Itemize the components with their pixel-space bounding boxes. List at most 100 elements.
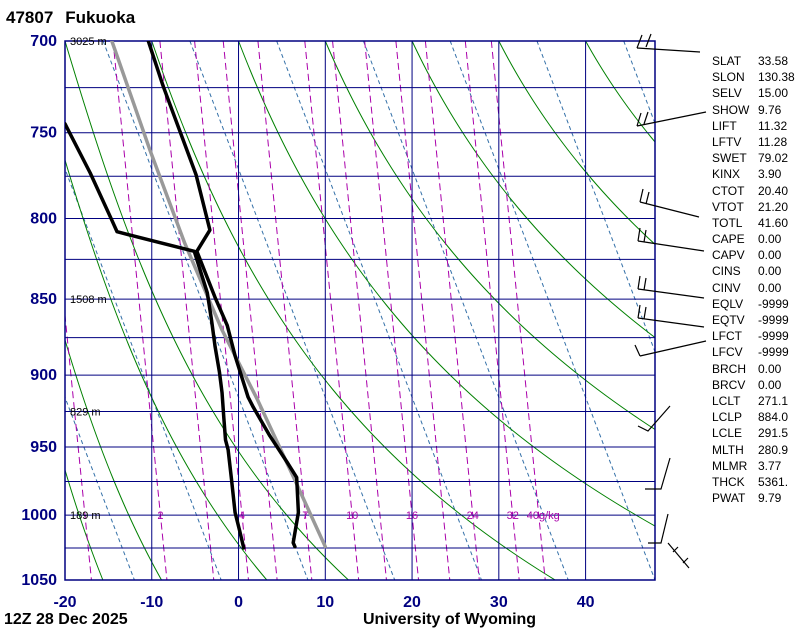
wind-barb-segment	[637, 240, 705, 252]
moist-adiabat-line	[498, 41, 655, 246]
dry-adiabat-line	[65, 167, 222, 580]
wind-barb-segment	[645, 191, 650, 205]
index-row-lftv: LFTV 11.28	[712, 134, 795, 150]
index-row-slat: SLAT 33.58	[712, 53, 795, 69]
index-value: 21.20	[758, 199, 789, 214]
wind-barb-segment	[637, 227, 641, 242]
index-label: BRCH	[712, 361, 747, 376]
height-label: 829 m	[70, 407, 101, 419]
index-label: SLAT	[712, 54, 742, 68]
mixing-ratio-label: 24	[467, 510, 479, 522]
dry-adiabat-line	[65, 395, 135, 580]
mixing-ratio-line	[464, 41, 520, 580]
pressure-axis-label: 800	[30, 211, 57, 228]
wind-barb-segment	[637, 405, 671, 432]
dry-adiabat-line	[362, 41, 569, 580]
wind-barb-segment	[637, 304, 641, 319]
mixing-ratio-line	[257, 41, 313, 580]
index-label: TOTL	[712, 215, 743, 230]
moist-adiabat-line	[411, 41, 655, 339]
index-row-selv: SELV 15.00	[712, 85, 795, 101]
wind-barb	[637, 405, 671, 432]
wind-barb-segment	[645, 33, 652, 48]
index-label: MLMR	[712, 458, 748, 473]
wind-barb-segment	[643, 229, 647, 243]
moist-adiabat-line	[65, 469, 104, 580]
mixing-ratio-line	[65, 310, 92, 580]
temp-axis-label: 40	[577, 594, 595, 611]
wind-barb	[639, 188, 700, 218]
wind-barb-segment	[639, 340, 707, 357]
index-value: 0.00	[758, 264, 782, 279]
index-value: 0.00	[758, 248, 782, 263]
pressure-axis-label: 950	[30, 439, 57, 456]
pressure-axis-label: 1000	[21, 507, 57, 524]
mixing-ratio-label: 16	[406, 510, 418, 522]
index-row-lclt: LCLT 271.1	[712, 393, 795, 409]
mixing-ratio-line	[159, 41, 215, 580]
pressure-axis-label: 850	[30, 291, 57, 308]
wind-barb	[636, 33, 701, 53]
index-row-lcle: LCLE 291.5	[712, 425, 795, 441]
dry-adiabat-line	[102, 41, 309, 580]
wind-barb-segment	[672, 546, 679, 553]
index-label: SLON	[712, 70, 745, 85]
station-id: 47807	[6, 8, 54, 27]
index-label: LCLE	[712, 426, 743, 441]
source-credit: University of Wyoming	[363, 611, 537, 628]
plot-frame	[64, 40, 656, 581]
index-row-cins: CINS 0.00	[712, 263, 795, 279]
index-row-lclp: LCLP 884.0	[712, 409, 795, 425]
index-label: VTOT	[712, 199, 744, 214]
index-value: 15.00	[758, 86, 789, 101]
index-row-thck: THCK 5361.	[712, 474, 795, 490]
dry-adiabat-line	[449, 41, 655, 580]
wind-barb-segment	[643, 277, 647, 291]
temp-axis-label: 20	[403, 594, 421, 611]
index-label: CAPE	[712, 232, 745, 247]
wind-barb	[634, 340, 707, 357]
index-value: 9.79	[758, 491, 782, 506]
index-value: 3.77	[758, 458, 782, 473]
index-row-ctot: CTOT 20.40	[712, 183, 795, 199]
temp-axis-label: -20	[53, 594, 76, 611]
dry-adiabat-line	[0, 41, 48, 580]
wind-barb	[637, 275, 705, 299]
index-label: SELV	[712, 86, 742, 101]
moist-adiabat-line	[65, 159, 268, 580]
wind-barb-segment	[682, 557, 689, 564]
profile-traces	[65, 41, 328, 550]
index-row-mlth: MLTH 280.9	[712, 442, 795, 458]
index-row-eqtv: EQTV -9999	[712, 312, 795, 328]
height-label: 189 m	[70, 510, 101, 522]
index-row-cape: CAPE 0.00	[712, 231, 795, 247]
temp-axis-label: 30	[490, 594, 508, 611]
wind-barb	[636, 111, 707, 127]
pressure-axis-label: 750	[30, 125, 57, 142]
mixing-ratio-label: 2	[157, 510, 163, 522]
index-value: -9999	[758, 329, 789, 344]
mixing-ratio-label: 10	[346, 510, 358, 522]
index-row-show: SHOW 9.76	[712, 102, 795, 118]
index-label: CTOT	[712, 183, 745, 198]
wind-barb-segment	[636, 112, 642, 127]
mixing-ratio-label: 7	[302, 510, 308, 522]
wind-barb-segment	[648, 513, 669, 544]
index-row-brch: BRCH 0.00	[712, 361, 795, 377]
wind-barb	[648, 513, 690, 569]
mixing-ratio-line	[490, 41, 546, 580]
index-value: 11.32	[758, 118, 788, 133]
index-row-kinx: KINX 3.90	[712, 166, 795, 182]
height-label: 1508 m	[70, 294, 107, 306]
wind-barb-segment	[637, 317, 705, 328]
index-row-pwat: PWAT 9.79	[712, 490, 795, 506]
index-label: EQLV	[712, 296, 744, 311]
wind-barb-segment	[645, 457, 671, 490]
mixing-ratio-line	[304, 41, 360, 580]
index-label: SWET	[712, 151, 747, 166]
temperature-profile-line	[146, 41, 301, 549]
index-value: 271.1	[758, 393, 789, 408]
wind-barb-segment	[637, 275, 641, 290]
